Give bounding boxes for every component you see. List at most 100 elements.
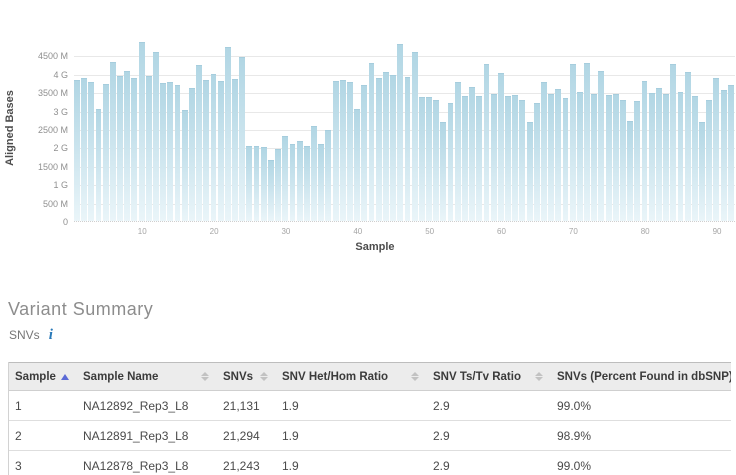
bar-sample-86[interactable] xyxy=(684,71,691,221)
bar-sample-79[interactable] xyxy=(634,101,641,221)
bar-sample-34[interactable] xyxy=(311,126,317,221)
bar-sample-44[interactable] xyxy=(382,71,389,221)
bar-sample-13[interactable] xyxy=(160,82,167,221)
bar-sample-68[interactable] xyxy=(555,88,562,221)
column-header-sample-name[interactable]: Sample Name xyxy=(77,362,217,391)
bar-sample-2[interactable] xyxy=(81,78,88,221)
table-row-2[interactable]: 2 NA12891_Rep3_L8 21,294 1.9 2.9 98.9% xyxy=(9,420,731,451)
bar-sample-64[interactable] xyxy=(526,122,533,221)
bar-sample-82[interactable] xyxy=(655,87,662,221)
bar-sample-26[interactable] xyxy=(253,145,260,221)
bar-sample-70[interactable] xyxy=(569,63,576,221)
bar-sample-52[interactable] xyxy=(440,122,447,221)
bar-sample-16[interactable] xyxy=(181,109,188,221)
bar-sample-11[interactable] xyxy=(145,76,152,221)
bar-sample-56[interactable] xyxy=(469,87,476,221)
bar-sample-28[interactable] xyxy=(267,160,274,221)
bar-sample-84[interactable] xyxy=(670,63,677,221)
bar-sample-35[interactable] xyxy=(318,143,325,221)
column-header-snvs-percent-found-in-dbsnp[interactable]: SNVs (Percent Found in dbSNP) xyxy=(551,362,731,391)
bar-sample-74[interactable] xyxy=(598,70,605,221)
bar-sample-3[interactable] xyxy=(88,81,95,221)
bar-sample-90[interactable] xyxy=(713,78,720,221)
bar-sample-57[interactable] xyxy=(476,95,483,221)
bar-sample-59[interactable] xyxy=(490,94,497,221)
bar-sample-45[interactable] xyxy=(390,74,396,221)
bar-sample-54[interactable] xyxy=(454,81,461,221)
bar-sample-85[interactable] xyxy=(677,92,684,221)
bar-sample-89[interactable] xyxy=(706,99,713,221)
bar-sample-30[interactable] xyxy=(282,136,289,221)
bar-sample-15[interactable] xyxy=(174,84,181,221)
bar-sample-31[interactable] xyxy=(289,143,296,221)
bar-sample-5[interactable] xyxy=(102,84,109,221)
bar-sample-83[interactable] xyxy=(663,94,670,221)
bar-sample-23[interactable] xyxy=(232,78,238,221)
bar-sample-71[interactable] xyxy=(576,92,583,221)
bar-sample-33[interactable] xyxy=(303,145,310,221)
bar-sample-77[interactable] xyxy=(620,99,626,221)
bar-sample-58[interactable] xyxy=(483,64,490,221)
bar-sample-10[interactable] xyxy=(138,42,145,221)
bar-sample-38[interactable] xyxy=(339,80,346,221)
bar-sample-12[interactable] xyxy=(153,52,159,221)
bar-sample-87[interactable] xyxy=(691,95,698,221)
bar-sample-51[interactable] xyxy=(433,100,440,221)
bar-sample-46[interactable] xyxy=(397,44,404,221)
bar-sample-62[interactable] xyxy=(512,95,519,221)
bar-sample-6[interactable] xyxy=(109,62,116,221)
column-header-sample[interactable]: Sample xyxy=(9,362,77,391)
bar-sample-55[interactable] xyxy=(461,95,468,221)
bar-sample-67[interactable] xyxy=(548,94,555,221)
bar-sample-27[interactable] xyxy=(260,146,267,221)
bar-sample-91[interactable] xyxy=(720,90,727,221)
bar-sample-49[interactable] xyxy=(418,97,425,221)
bar-sample-63[interactable] xyxy=(519,99,526,221)
bar-sample-14[interactable] xyxy=(167,81,174,221)
bar-sample-78[interactable] xyxy=(627,120,634,221)
bar-sample-9[interactable] xyxy=(131,78,138,221)
bar-sample-37[interactable] xyxy=(332,81,339,221)
bar-sample-42[interactable] xyxy=(368,62,375,221)
bar-sample-66[interactable] xyxy=(541,81,547,221)
bar-sample-75[interactable] xyxy=(605,95,612,221)
bar-sample-19[interactable] xyxy=(203,80,210,221)
bar-sample-1[interactable] xyxy=(74,80,80,221)
bar-sample-69[interactable] xyxy=(562,97,569,221)
column-header-snv-ts-tv-ratio[interactable]: SNV Ts/Tv Ratio xyxy=(427,362,551,391)
bar-sample-76[interactable] xyxy=(612,94,619,221)
bar-sample-81[interactable] xyxy=(648,92,655,221)
bar-sample-48[interactable] xyxy=(411,52,418,221)
table-row-1[interactable]: 1 NA12892_Rep3_L8 21,131 1.9 2.9 99.0% xyxy=(9,390,731,421)
bar-sample-73[interactable] xyxy=(591,94,598,221)
bar-sample-25[interactable] xyxy=(246,146,253,221)
bar-sample-29[interactable] xyxy=(275,148,282,221)
bar-sample-18[interactable] xyxy=(196,65,203,221)
bar-sample-60[interactable] xyxy=(497,72,504,221)
bar-sample-39[interactable] xyxy=(347,82,353,221)
bar-sample-8[interactable] xyxy=(124,70,131,221)
bar-sample-65[interactable] xyxy=(533,103,540,221)
info-icon[interactable]: i xyxy=(48,327,53,343)
bar-sample-50[interactable] xyxy=(426,96,432,221)
bar-sample-32[interactable] xyxy=(296,140,303,221)
bar-sample-22[interactable] xyxy=(224,46,231,221)
bar-sample-80[interactable] xyxy=(641,81,648,221)
column-header-snv-het-hom-ratio[interactable]: SNV Het/Hom Ratio xyxy=(276,362,427,391)
column-header-snvs[interactable]: SNVs xyxy=(217,362,276,391)
bar-sample-47[interactable] xyxy=(404,77,411,221)
bar-sample-72[interactable] xyxy=(584,62,590,221)
bar-sample-36[interactable] xyxy=(325,129,332,221)
table-row-3[interactable]: 3 NA12878_Rep3_L8 21,243 1.9 2.9 99.0% xyxy=(9,450,731,475)
bar-sample-24[interactable] xyxy=(239,56,246,221)
bar-sample-21[interactable] xyxy=(217,81,224,221)
bar-sample-43[interactable] xyxy=(375,78,382,221)
bar-sample-92[interactable] xyxy=(727,84,734,221)
bar-sample-4[interactable] xyxy=(95,108,102,221)
bar-sample-41[interactable] xyxy=(361,84,368,221)
bar-sample-17[interactable] xyxy=(188,88,195,221)
bar-sample-88[interactable] xyxy=(699,121,705,221)
bar-sample-20[interactable] xyxy=(210,74,217,221)
bar-sample-53[interactable] xyxy=(447,103,454,221)
bar-sample-61[interactable] xyxy=(505,95,511,221)
